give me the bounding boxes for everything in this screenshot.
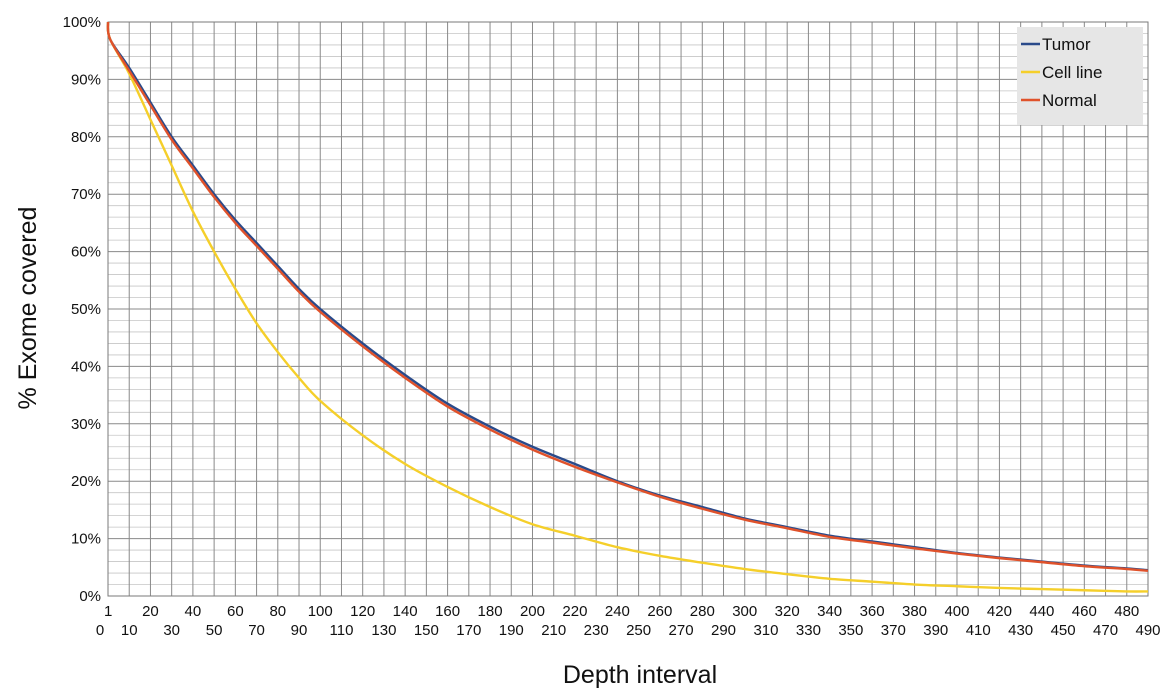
x-tick-label-upper: 360 [860, 603, 885, 620]
x-tick-label-upper: 280 [690, 603, 715, 620]
x-tick-label-lower: 190 [499, 622, 524, 639]
x-tick-label-upper: 60 [227, 603, 244, 620]
x-tick-label-lower: 470 [1093, 622, 1118, 639]
x-tick-label-lower: 150 [414, 622, 439, 639]
grid [107, 21, 1149, 597]
x-tick-label-upper: 20 [142, 603, 159, 620]
x-tick-label-lower: 270 [669, 622, 694, 639]
x-tick-label-upper: 460 [1072, 603, 1097, 620]
series-line-cell-line [106, 21, 1149, 593]
x-tick-label-upper: 320 [775, 603, 800, 620]
series-lines [106, 21, 1149, 593]
x-tick-label-upper: 160 [435, 603, 460, 620]
x-tick-label-lower: 130 [371, 622, 396, 639]
y-tick-label: 40% [71, 358, 101, 375]
x-tick-label-upper: 480 [1114, 603, 1139, 620]
x-tick-label-upper: 260 [647, 603, 672, 620]
x-tick-label-upper: 120 [350, 603, 375, 620]
x-tick-label-lower: 290 [711, 622, 736, 639]
x-tick-label-lower: 410 [966, 622, 991, 639]
x-tick-label-lower: 210 [541, 622, 566, 639]
x-tick-label-upper: 380 [902, 603, 927, 620]
x-tick-label-upper: 240 [605, 603, 630, 620]
y-tick-label: 90% [71, 71, 101, 88]
x-tick-label-upper: 80 [269, 603, 286, 620]
x-tick-label-upper: 300 [732, 603, 757, 620]
legend-label: Cell line [1042, 63, 1102, 82]
x-tick-label-lower: 450 [1051, 622, 1076, 639]
x-tick-label-lower: 90 [291, 622, 308, 639]
x-tick-label-upper: 100 [308, 603, 333, 620]
x-tick-label-lower: 390 [923, 622, 948, 639]
y-tick-label: 100% [63, 14, 101, 31]
tick-labels: 0%10%20%30%40%50%60%70%80%90%100%1 20 40 60… [63, 14, 1161, 639]
x-axis-title: Depth interval [563, 661, 717, 689]
x-tick-label-lower: 0 [96, 622, 104, 639]
legend: Tumor Cell line Normal [1017, 27, 1143, 125]
x-tick-label-upper: 440 [1029, 603, 1054, 620]
x-tick-label-upper: 420 [987, 603, 1012, 620]
series-line-normal [106, 21, 1149, 572]
legend-label: Normal [1042, 91, 1097, 110]
x-tick-label-lower: 70 [248, 622, 265, 639]
x-tick-label-lower: 110 [330, 622, 354, 639]
x-tick-label-upper: 220 [562, 603, 587, 620]
x-tick-label-lower: 490 [1135, 622, 1160, 639]
x-tick-label-lower: 50 [206, 622, 223, 639]
x-tick-label-upper: 180 [478, 603, 503, 620]
y-tick-label: 20% [71, 473, 101, 490]
x-tick-label-upper: 40 [185, 603, 202, 620]
x-tick-label-upper: 400 [944, 603, 969, 620]
y-tick-label: 50% [71, 301, 101, 318]
x-tick-label-upper: 140 [393, 603, 418, 620]
x-tick-label-lower: 30 [163, 622, 180, 639]
y-tick-label: 10% [71, 531, 101, 548]
x-tick-label-lower: 370 [881, 622, 906, 639]
y-axis-title: % Exome covered [14, 207, 42, 410]
x-tick-label-lower: 230 [584, 622, 609, 639]
y-tick-label: 60% [71, 244, 101, 261]
x-tick-label-lower: 430 [1008, 622, 1033, 639]
x-tick-label-lower: 250 [626, 622, 651, 639]
x-tick-label-lower: 330 [796, 622, 821, 639]
x-tick-label-upper: 200 [520, 603, 545, 620]
x-tick-label-lower: 170 [456, 622, 481, 639]
y-tick-label: 0% [79, 588, 101, 605]
x-tick-label-upper: 1 [104, 603, 112, 620]
x-tick-label-lower: 350 [838, 622, 863, 639]
x-tick-label-upper: 340 [817, 603, 842, 620]
x-tick-label-lower: 310 [753, 622, 778, 639]
legend-label: Tumor [1042, 35, 1091, 54]
y-tick-label: 80% [71, 129, 101, 146]
plot-border [107, 21, 1149, 597]
x-tick-label-lower: 10 [121, 622, 138, 639]
y-tick-label: 70% [71, 186, 101, 203]
y-tick-label: 30% [71, 416, 101, 433]
